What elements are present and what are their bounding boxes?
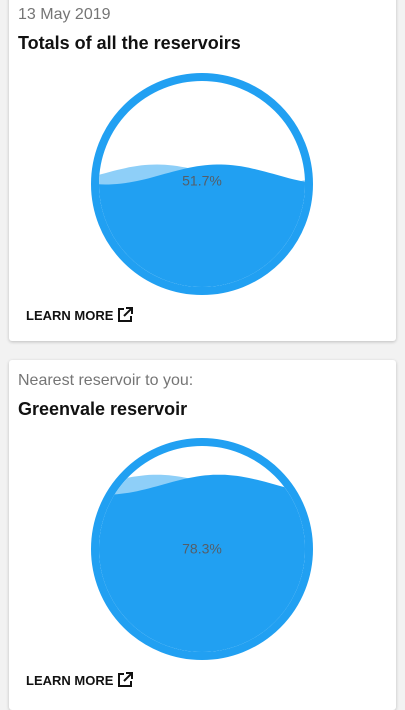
- external-link-icon: [116, 306, 134, 324]
- external-link-icon: [116, 671, 134, 689]
- learn-more-label: LEARN MORE: [26, 308, 113, 323]
- gauge-water-fill: [89, 475, 315, 662]
- water-level-gauge: 51.7%: [89, 71, 315, 297]
- reservoir-card-nearest: Nearest reservoir to you: Greenvale rese…: [9, 360, 396, 710]
- card-title: Totals of all the reservoirs: [18, 33, 241, 54]
- learn-more-button[interactable]: LEARN MORE: [26, 671, 134, 689]
- reservoir-card-totals: 13 May 2019 Totals of all the reservoirs…: [9, 0, 396, 341]
- card-date: 13 May 2019: [18, 6, 111, 24]
- fill-percent-label: 78.3%: [182, 541, 222, 557]
- card-title: Greenvale reservoir: [18, 399, 187, 420]
- learn-more-button[interactable]: LEARN MORE: [26, 306, 134, 324]
- learn-more-label: LEARN MORE: [26, 673, 113, 688]
- water-level-gauge: 78.3%: [89, 436, 315, 662]
- fill-percent-label: 51.7%: [182, 173, 222, 189]
- card-subtitle: Nearest reservoir to you:: [18, 372, 193, 390]
